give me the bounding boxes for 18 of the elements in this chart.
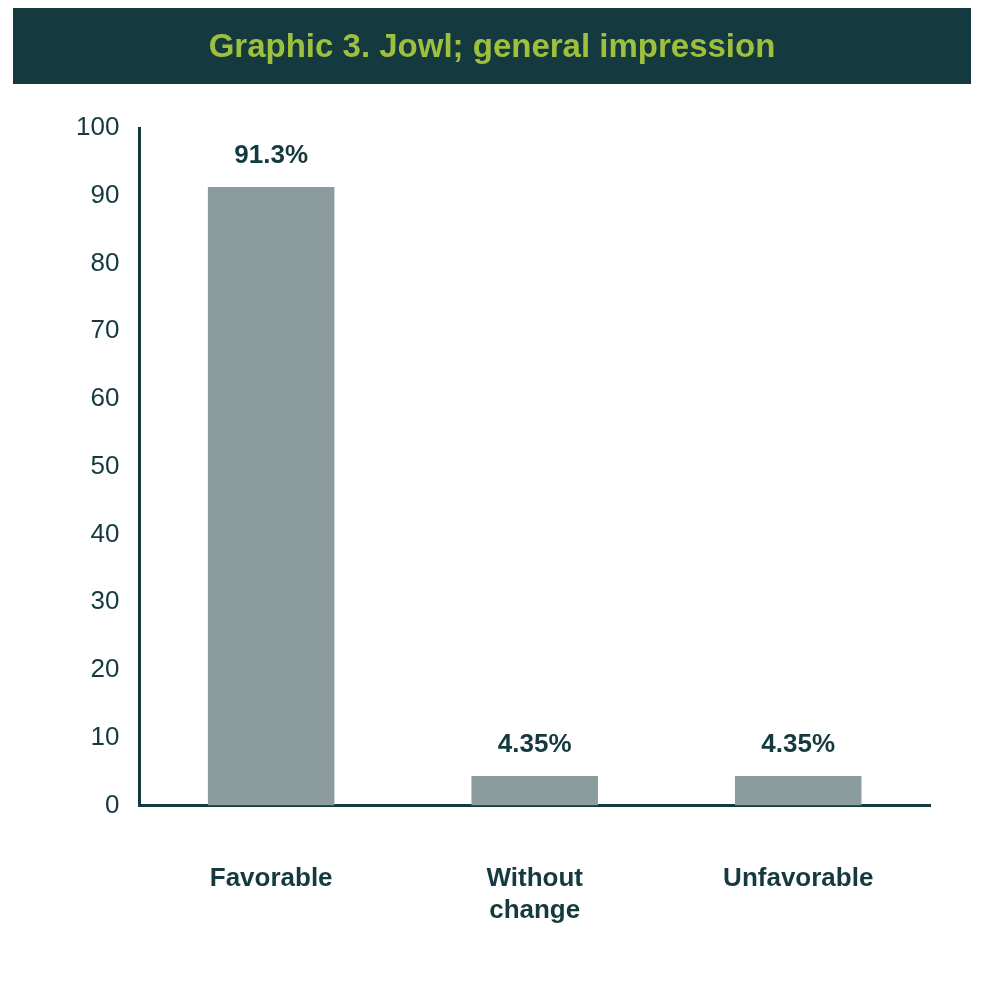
data-label: 91.3% (234, 139, 309, 170)
x-tick-label: Without change (486, 862, 584, 924)
chart-title: Graphic 3. Jowl; general impression (13, 8, 971, 84)
x-tick-label: Unfavorable (723, 862, 874, 893)
data-label: 4.35% (761, 728, 836, 759)
y-tick-label: 100 (75, 111, 120, 142)
y-tick-label: 0 (104, 788, 120, 819)
y-tick-label: 60 (90, 382, 120, 413)
y-tick-label: 20 (90, 653, 120, 684)
y-tick-label: 80 (90, 246, 120, 277)
y-tick-label: 30 (90, 585, 120, 616)
y-tick-label: 40 (90, 517, 120, 548)
data-label: 4.35% (497, 728, 572, 759)
y-tick-label: 10 (90, 721, 120, 752)
y-tick-label: 90 (90, 178, 120, 209)
y-tick-label: 50 (90, 449, 120, 480)
y-tick-label: 70 (90, 314, 120, 345)
x-tick-label: Favorable (209, 862, 333, 893)
